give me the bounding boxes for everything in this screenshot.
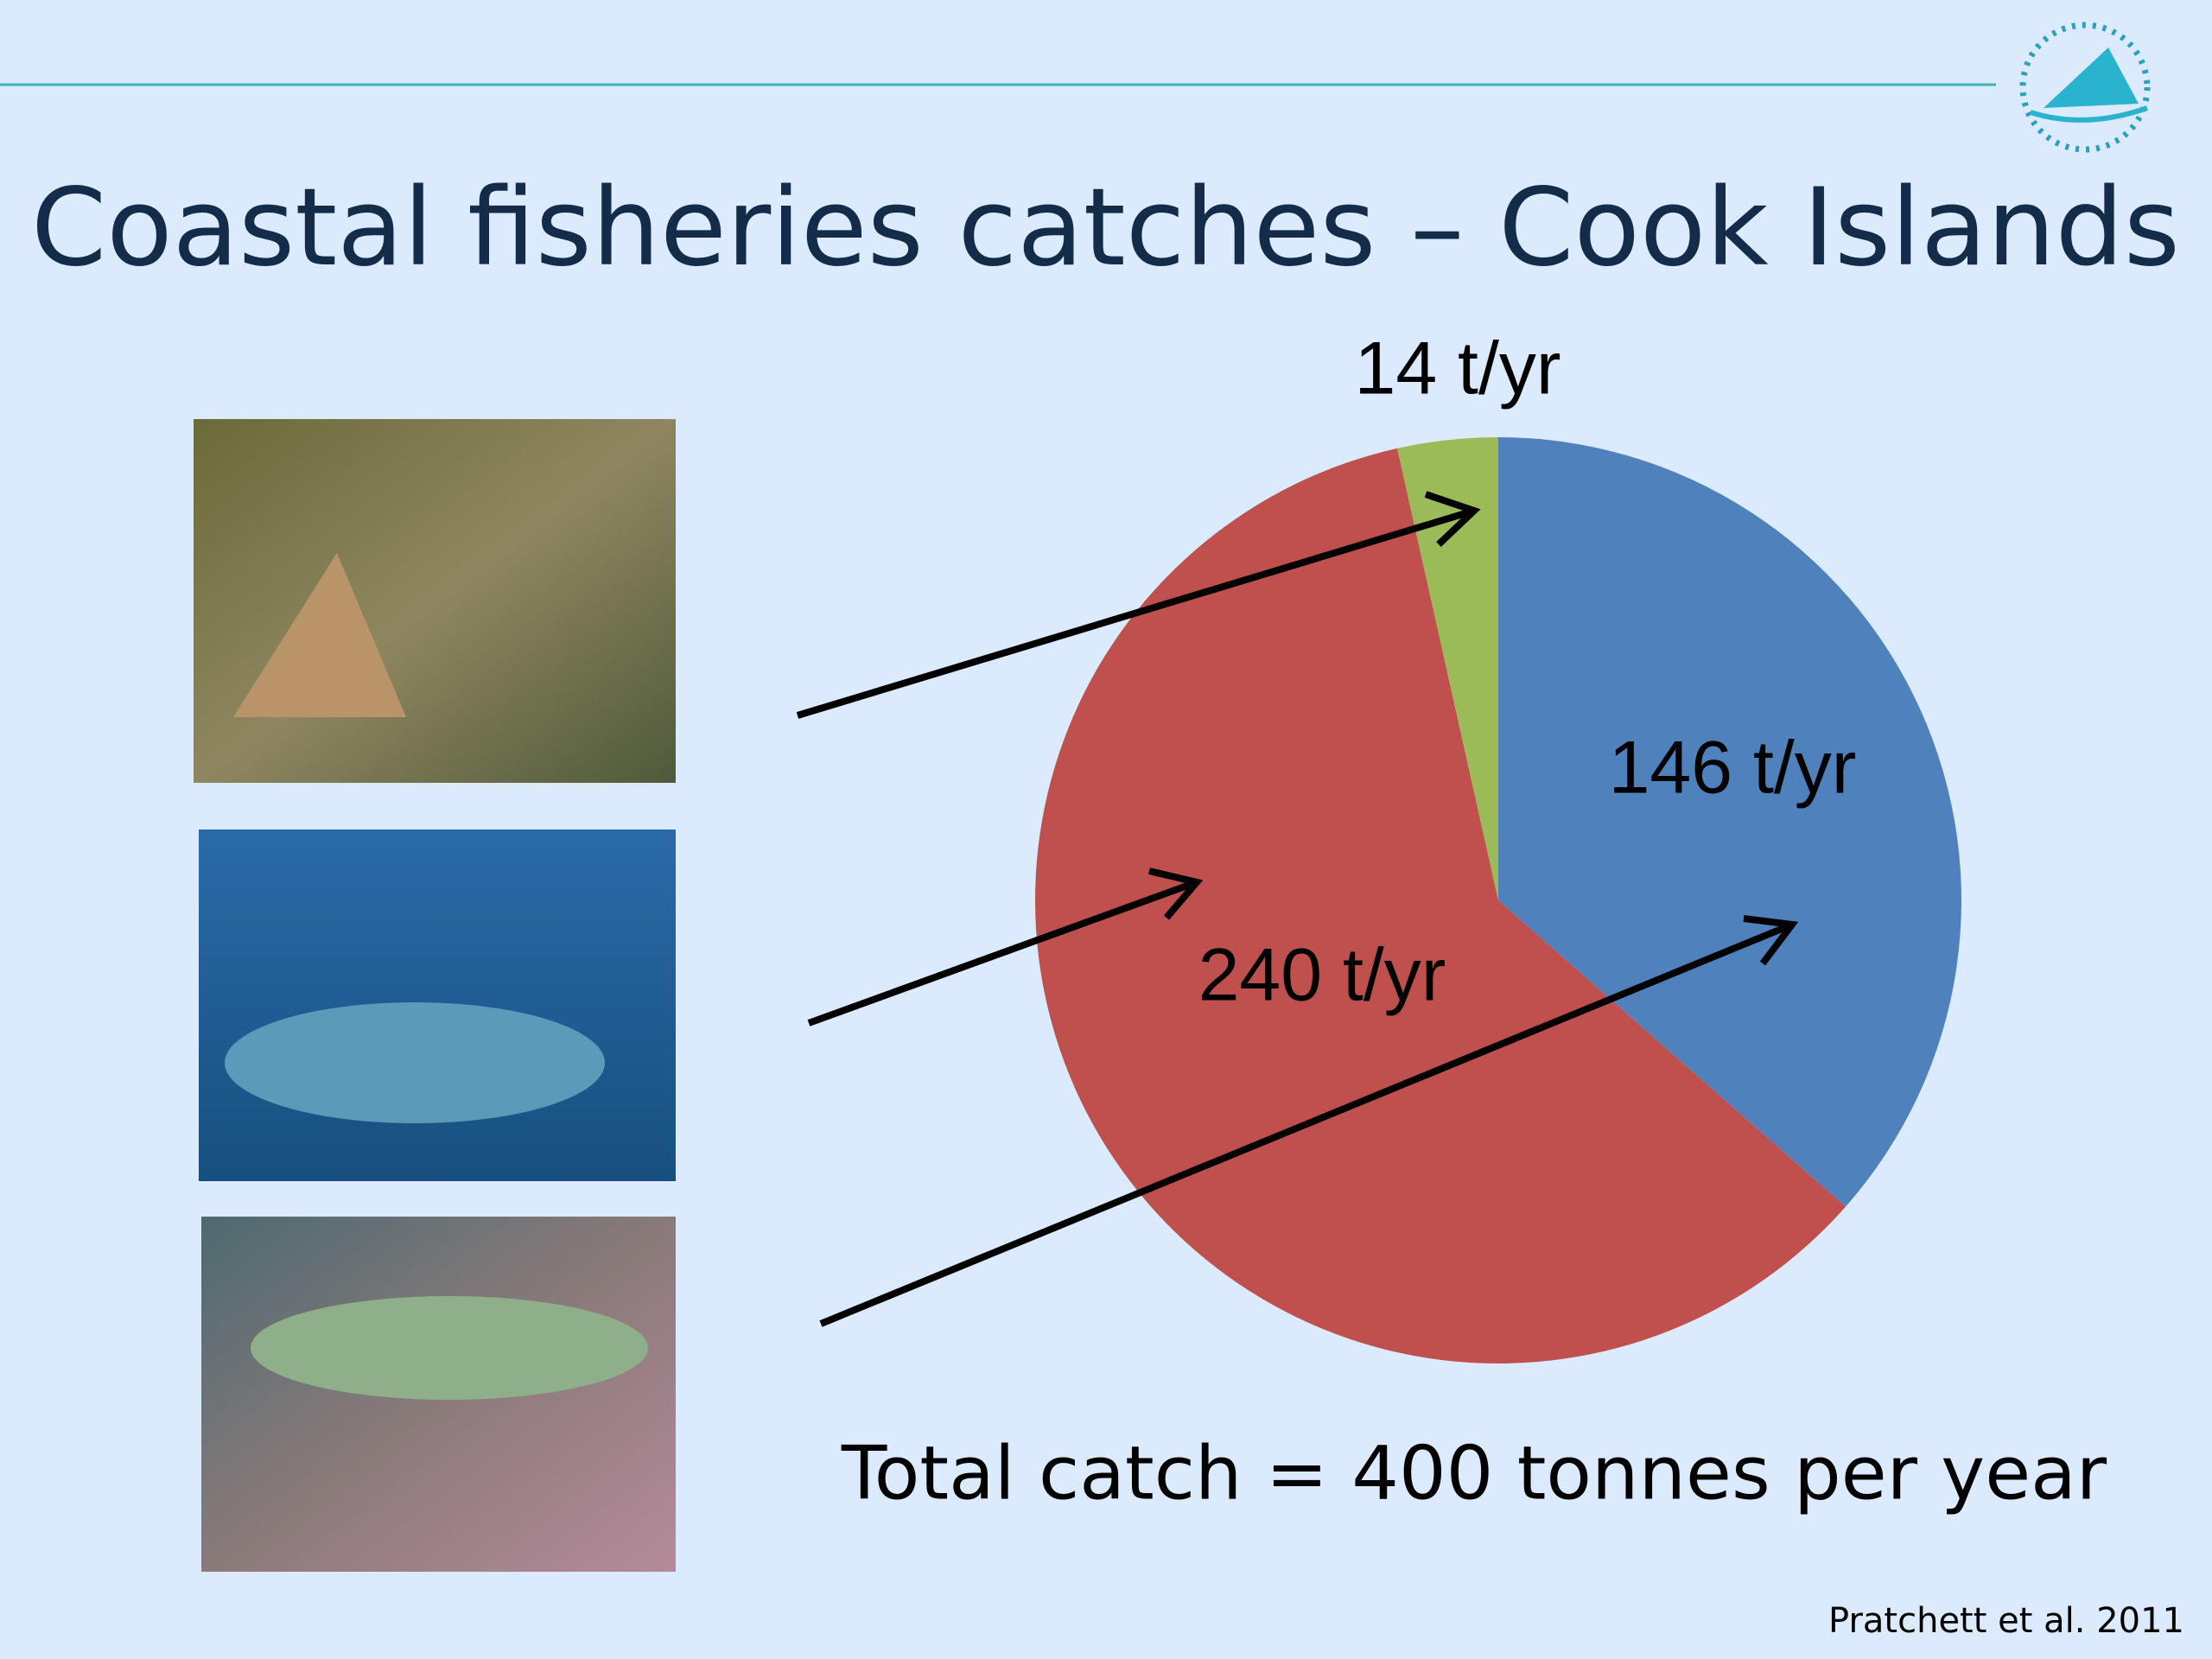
pie: [1035, 437, 1961, 1363]
value-label: 240 t/yr: [1198, 934, 1446, 1017]
value-label: 14 t/yr: [1355, 327, 1561, 410]
value-label: 146 t/yr: [1609, 727, 1857, 810]
slide-title: Coastal fisheries catches – Cook Islands: [31, 166, 2180, 290]
total-annotation: Total catch = 400 tonnes per year: [841, 1430, 2107, 1516]
photo-detail: [225, 1002, 605, 1123]
pie-slice: [1035, 448, 1847, 1363]
pie-slice: [1498, 437, 1961, 1207]
photo-detail: [251, 1296, 648, 1400]
photo-trochus: [194, 419, 676, 783]
source: Pratchett et al. 2011: [1828, 1601, 2184, 1641]
logo: [2019, 22, 2151, 153]
pie-slice: [1397, 437, 1498, 900]
arrows: [796, 491, 1799, 1327]
photo-detail: [233, 553, 406, 717]
